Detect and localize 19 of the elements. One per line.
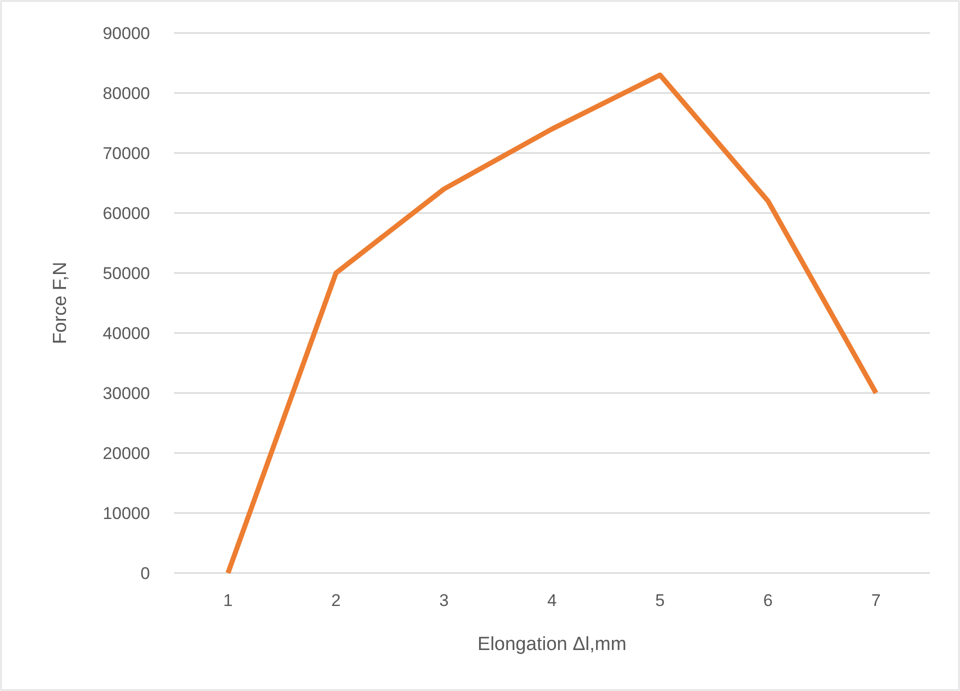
y-tick-label: 30000 xyxy=(102,384,150,403)
y-tick-label: 90000 xyxy=(102,24,150,43)
y-tick-label: 40000 xyxy=(102,324,150,343)
y-tick-label: 50000 xyxy=(102,264,150,283)
y-tick-label: 0 xyxy=(140,564,150,583)
y-tick-label: 80000 xyxy=(102,84,150,103)
y-tick-label: 10000 xyxy=(102,504,150,523)
x-axis-title: Elongation Δl,mm xyxy=(478,634,626,655)
y-tick-label: 60000 xyxy=(102,204,150,223)
y-tick-label: 70000 xyxy=(102,144,150,163)
x-tick-label: 4 xyxy=(547,591,557,610)
y-tick-label: 20000 xyxy=(102,444,150,463)
x-tick-label: 5 xyxy=(655,591,665,610)
y-axis-title: Force F,N xyxy=(50,262,71,344)
x-tick-label: 2 xyxy=(331,591,341,610)
x-tick-label: 6 xyxy=(763,591,773,610)
x-tick-label: 7 xyxy=(871,591,881,610)
x-tick-label: 3 xyxy=(439,591,449,610)
x-tick-label: 1 xyxy=(223,591,233,610)
